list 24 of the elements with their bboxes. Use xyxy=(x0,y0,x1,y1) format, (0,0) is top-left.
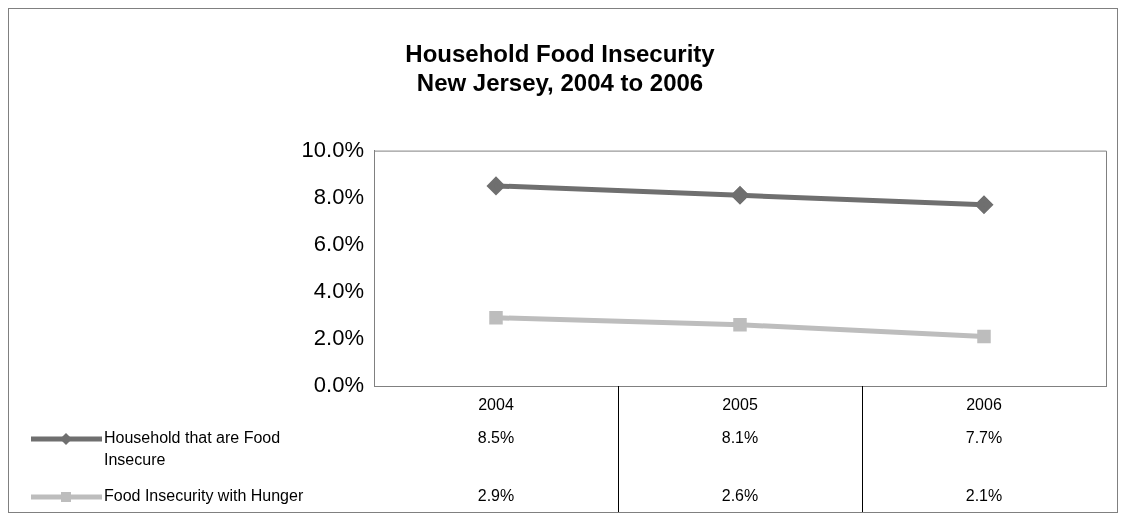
data-label: 2.1% xyxy=(965,487,1003,505)
point xyxy=(975,196,993,214)
data-label: 7.7% xyxy=(965,429,1003,447)
point xyxy=(733,318,747,332)
point xyxy=(489,310,503,325)
point xyxy=(977,329,991,344)
data-label: 2.9% xyxy=(477,487,515,505)
data-label: 2.6% xyxy=(721,487,759,505)
data-label: 8.5% xyxy=(477,429,515,447)
legend-label: Household that are Food Insecure xyxy=(104,429,281,469)
x-tick-label: 2004 xyxy=(478,396,514,414)
y-tick-label: 0.0% xyxy=(313,372,364,398)
x-tick-label: 2006 xyxy=(966,396,1002,414)
chart-title: Household Food Insecurity New Jersey, 2004 to 2006 xyxy=(405,40,716,96)
y-tick-label: 6.0% xyxy=(313,230,364,256)
point xyxy=(731,186,749,204)
x-tick-label: 2005 xyxy=(722,396,758,414)
point xyxy=(487,177,505,195)
y-tick-label: 10.0% xyxy=(301,136,364,162)
data-label: 8.1% xyxy=(721,429,759,447)
y-tick-label: 8.0% xyxy=(313,183,364,209)
y-tick-label: 4.0% xyxy=(313,277,364,303)
legend-label: Food Insecurity with Hunger xyxy=(104,487,304,505)
y-tick-label: 2.0% xyxy=(313,324,364,350)
